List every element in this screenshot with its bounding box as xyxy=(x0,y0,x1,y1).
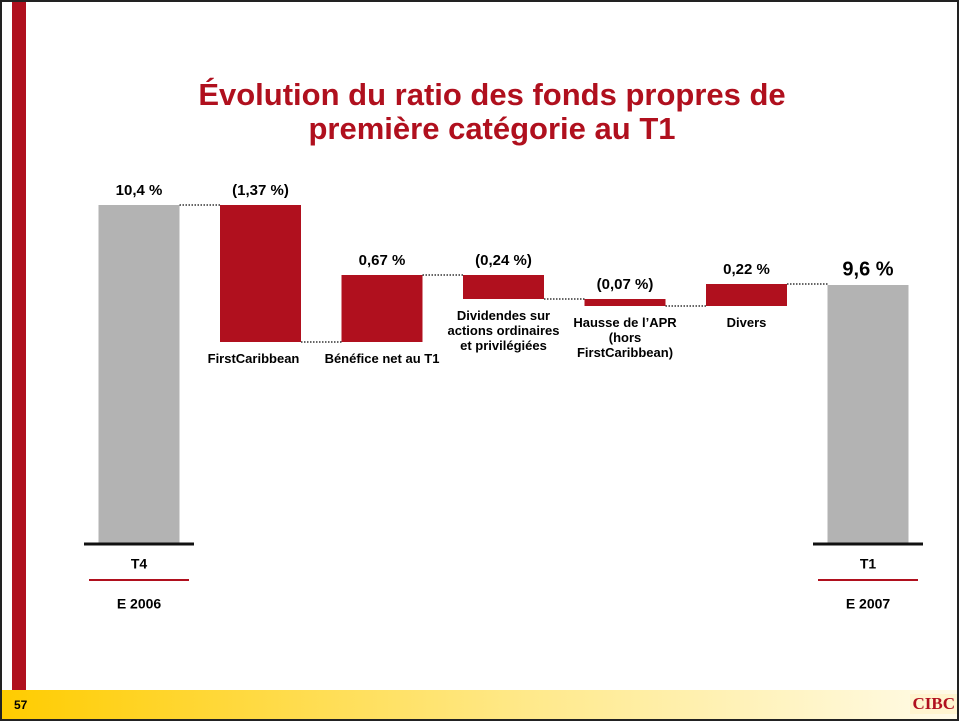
bar xyxy=(463,275,544,299)
page-number: 57 xyxy=(14,698,28,712)
value-label: 0,67 % xyxy=(359,252,406,269)
value-label: 10,4 % xyxy=(116,182,163,199)
logo: CIBC xyxy=(910,694,957,714)
bar xyxy=(827,285,909,543)
value-label: 9,6 % xyxy=(842,258,893,280)
bar xyxy=(584,299,666,306)
bar xyxy=(98,205,180,543)
category-label: Bénéfice net au T1 xyxy=(324,351,440,366)
category-label: T4 xyxy=(131,556,148,572)
category-label: Divers xyxy=(726,315,767,330)
category-label: T1 xyxy=(860,556,877,572)
chart-title: Évolution du ratio des fonds propres de … xyxy=(198,77,786,146)
bar xyxy=(706,284,787,306)
value-label: 0,22 % xyxy=(723,261,770,278)
footer: 57 CIBC xyxy=(2,690,957,719)
category-label: Hausse de l’APR (hors FirstCaribbean) xyxy=(573,315,677,360)
side-stripe xyxy=(12,2,26,690)
bar xyxy=(341,275,423,342)
category-label: Dividendes sur actions ordinaires et pri… xyxy=(447,308,560,353)
value-label: (0,24 %) xyxy=(475,252,532,269)
value-label: (0,07 %) xyxy=(597,276,654,293)
bar xyxy=(220,205,301,342)
category-sublabel: E 2006 xyxy=(117,596,162,612)
value-label: (1,37 %) xyxy=(232,182,289,199)
category-sublabel: E 2007 xyxy=(846,596,891,612)
chart: 10,4 % T4 E 2006 (1,37 %) 0,67 % (0,24 %) (0,0… xyxy=(84,182,923,612)
category-label: FirstCaribbean xyxy=(207,351,300,366)
